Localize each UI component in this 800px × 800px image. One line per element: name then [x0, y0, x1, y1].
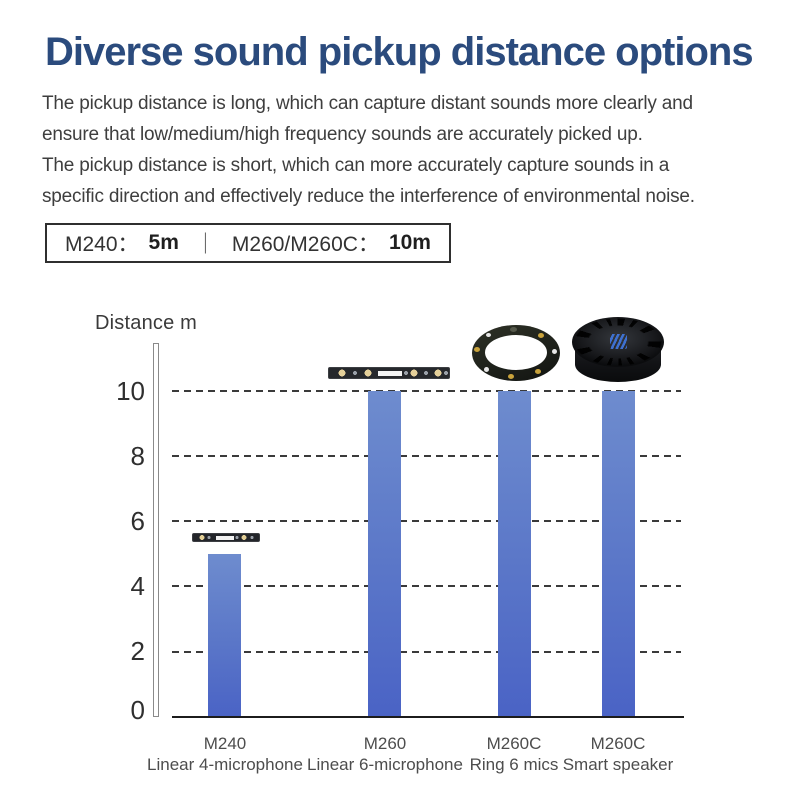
y-axis-line — [153, 343, 159, 717]
gridline-8 — [172, 455, 681, 457]
category-m260-model: M260 — [363, 734, 407, 753]
description-paragraph: The pickup distance is long, which can c… — [42, 88, 782, 212]
description-line-4: specific direction and effectively reduc… — [42, 186, 695, 207]
category-m260c-ring-model: M260C — [486, 734, 542, 753]
page-title: Diverse sound pickup distance options — [45, 30, 754, 74]
pickup-distance-spec-box: M240： 5m ｜ M260/M260C： 10m — [45, 223, 451, 263]
category-m260c-speaker: M260C Smart speaker — [528, 733, 708, 775]
ring-dot — [538, 333, 544, 338]
y-axis-label: Distance m — [95, 312, 198, 334]
ring-dot — [510, 327, 517, 332]
description-line-1: The pickup distance is long, which can c… — [42, 93, 693, 114]
category-m240: M240 Linear 4-microphone — [135, 733, 315, 775]
spec-separator: ｜ — [194, 233, 216, 256]
category-m260c-ring-descriptor: Ring 6 mics — [469, 755, 559, 774]
y-tick-8: 8 — [130, 441, 145, 471]
spec-m260-value: 10m — [388, 231, 431, 254]
gridline-6 — [172, 520, 681, 522]
y-tick-6: 6 — [130, 506, 145, 536]
ring-dot — [535, 369, 541, 374]
y-tick-10: 10 — [116, 376, 145, 406]
ring-dot — [486, 333, 491, 337]
y-tick-2: 2 — [130, 636, 145, 666]
bar-m260 — [368, 391, 401, 717]
ring-dot — [508, 374, 514, 379]
category-m260c-ring: M260C Ring 6 mics — [424, 733, 604, 775]
ring-6-mic-array-image — [472, 325, 560, 381]
y-tick-0: 0 — [130, 695, 145, 725]
gridline-2 — [172, 651, 681, 653]
gridline-4 — [172, 585, 681, 587]
description-line-3: The pickup distance is short, which can … — [42, 155, 670, 176]
linear-6-mic-array-image — [328, 367, 450, 379]
spec-m260-label: M260/M260C： — [231, 233, 379, 256]
spec-m240-label: M240： — [65, 233, 139, 256]
bar-m260c-ring — [498, 391, 531, 717]
spec-m240-value: 5m — [148, 231, 179, 254]
bar-m240 — [208, 554, 241, 717]
gridline-10 — [172, 390, 681, 392]
bar-m260c-speaker — [602, 391, 635, 717]
description-line-2: ensure that low/medium/high frequency so… — [42, 124, 643, 145]
category-m260-descriptor: Linear 6-microphone — [307, 755, 463, 774]
ring-hole — [485, 335, 547, 370]
y-tick-4: 4 — [130, 571, 145, 601]
category-m240-model: M240 — [203, 734, 247, 753]
ring-dot — [552, 349, 557, 354]
ring-dot — [484, 367, 489, 372]
speaker-brand-logo-icon — [610, 334, 627, 349]
linear-4-mic-array-image — [192, 533, 260, 542]
category-m260: M260 Linear 6-microphone — [295, 733, 475, 775]
x-axis-line — [172, 716, 684, 718]
smart-speaker-puck-image — [572, 317, 664, 384]
category-m260c-speaker-descriptor: Smart speaker — [562, 755, 674, 774]
category-m260c-speaker-model: M260C — [590, 734, 646, 753]
category-m240-descriptor: Linear 4-microphone — [147, 755, 303, 774]
ring-dot — [474, 347, 480, 352]
